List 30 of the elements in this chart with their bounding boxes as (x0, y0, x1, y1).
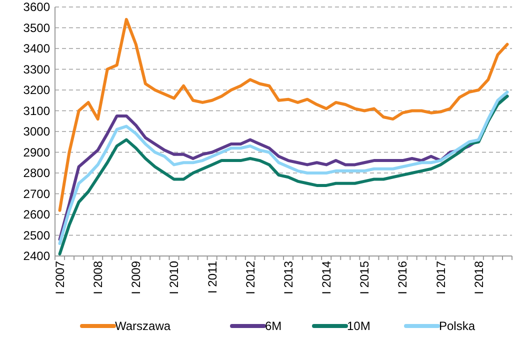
legend-label: 6M (265, 319, 282, 334)
x-tick-label: I 2011 (205, 260, 220, 294)
y-tick-label: 3200 (23, 83, 50, 98)
y-tick-label: 3000 (23, 124, 50, 139)
y-tick-label: 2500 (23, 228, 50, 242)
y-tick-label: 2800 (23, 166, 50, 180)
legend-label: Warszawa (115, 319, 171, 334)
x-tick-label: I 2012 (243, 260, 258, 294)
x-tick-label: I 2014 (320, 260, 334, 294)
x-tick-label: I 2007 (52, 260, 67, 294)
y-tick-label: 2900 (23, 145, 50, 160)
y-tick-label: 3600 (23, 0, 50, 14)
x-tick-label: I 2018 (472, 260, 486, 294)
line-series (58, 18, 509, 212)
y-tick-label: 3100 (23, 104, 50, 118)
y-tick-label: 3400 (23, 42, 50, 56)
x-tick-label: I 2008 (91, 260, 106, 294)
y-tick-label: 2400 (23, 249, 50, 264)
x-tick-label: I 2013 (281, 260, 296, 294)
y-tick-label: 3300 (23, 62, 50, 76)
x-tick-label: I 2015 (358, 260, 372, 294)
x-tick-label: I 2009 (129, 260, 144, 294)
y-tick-label: 3500 (23, 20, 50, 35)
y-tick-label: 2700 (23, 186, 50, 201)
x-tick-label: I 2010 (167, 260, 182, 294)
x-tick-label: I 2017 (434, 260, 448, 294)
y-tick-label: 2600 (23, 208, 50, 222)
x-tick-label: I 2016 (396, 260, 410, 294)
legend-label: 10M (347, 319, 370, 334)
legend-label: Polska (439, 319, 476, 334)
